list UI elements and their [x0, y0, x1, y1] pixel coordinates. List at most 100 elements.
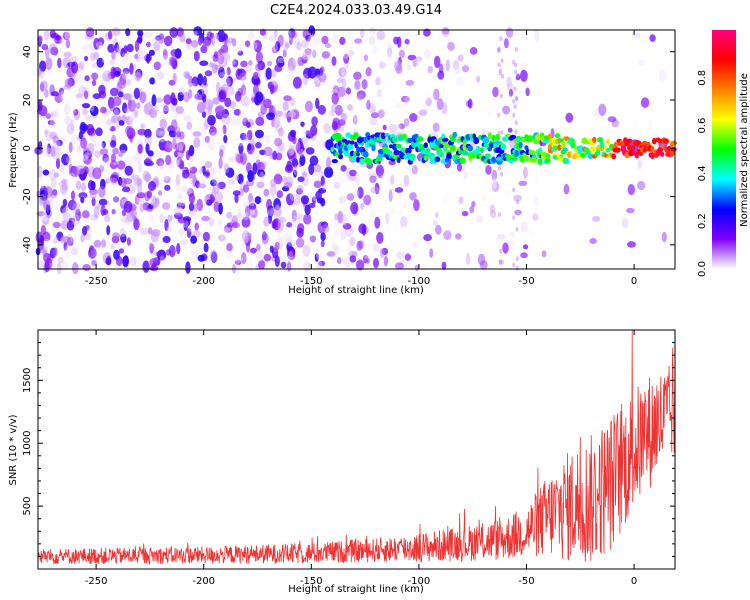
- spectrogram-noise-blob: [648, 119, 653, 131]
- spectrogram-noise-blob: [60, 183, 68, 195]
- spectrogram-noise-blob: [245, 241, 251, 253]
- spectrogram-noise-blob: [377, 88, 382, 98]
- y-tick-label: 1000: [22, 430, 33, 455]
- spectrogram-noise-blob: [86, 123, 95, 136]
- spectrogram-noise-blob: [276, 183, 284, 192]
- spectrogram-noise-blob: [518, 180, 528, 186]
- spectrogram-noise-blob: [67, 199, 77, 211]
- spectrogram-noise-blob: [135, 102, 141, 109]
- spectrogram-noise-blob: [302, 244, 311, 257]
- spectrogram-noise-blob: [48, 111, 58, 118]
- spectrogram-noise-blob: [110, 115, 120, 123]
- spectrogram-noise-blob: [300, 121, 305, 127]
- spectrogram-noise-blob: [324, 42, 332, 49]
- spectrogram-x-ticks: -250 -200 -150 -100 -50 0: [85, 30, 637, 287]
- snr-y-label: SNR (10 * v/v): [8, 414, 19, 485]
- spectrogram-noise-blob: [366, 99, 371, 110]
- spectrogram-noise-blob: [75, 241, 81, 249]
- spectrogram-signal-blob: [365, 141, 371, 148]
- spectrogram-noise-blob: [287, 151, 297, 162]
- x-tick-label: -150: [300, 576, 323, 587]
- spectrogram-noise-blob: [324, 166, 334, 178]
- spectrogram-noise-blob: [388, 189, 393, 202]
- spectrogram-signal-blob: [429, 157, 434, 164]
- spectrogram-noise-blob: [297, 223, 305, 234]
- spectrogram-noise-blob: [301, 171, 308, 178]
- spectrogram-noise-blob: [376, 41, 384, 52]
- spectrogram-noise-blob: [136, 192, 146, 199]
- spectrogram-noise-blob: [133, 71, 142, 82]
- spectrogram-noise-blob: [191, 76, 199, 87]
- spectrogram-noise-blob: [126, 43, 134, 53]
- spectrogram-noise-blob: [395, 262, 404, 270]
- spectrogram-noise-blob: [476, 215, 484, 224]
- spectrogram-noise-blob: [271, 220, 277, 229]
- spectrogram-noise-blob: [52, 179, 57, 187]
- spectrogram-noise-blob: [374, 182, 380, 195]
- spectrogram-noise-blob: [188, 202, 195, 212]
- spectrogram-signal-blob: [508, 159, 514, 164]
- spectrogram-noise-blob: [288, 65, 294, 77]
- spectrogram-noise-blob: [137, 128, 147, 136]
- spectrogram-noise-blob: [65, 177, 72, 190]
- spectrogram-noise-blob: [413, 199, 420, 212]
- spectrogram-noise-blob: [233, 180, 239, 187]
- spectrogram-noise-blob: [49, 169, 57, 182]
- spectrogram-signal-blob: [446, 152, 452, 159]
- spectrogram-noise-blob: [412, 58, 419, 67]
- spectrogram-noise-blob: [181, 185, 190, 193]
- spectrogram-noise-blob: [254, 91, 264, 103]
- spectrogram-noise-blob: [377, 172, 383, 179]
- spectrogram-noise-blob: [221, 76, 231, 87]
- spectrogram-noise-blob: [118, 151, 124, 157]
- x-tick-label: -100: [408, 276, 431, 287]
- spectrogram-noise-blob: [314, 253, 319, 262]
- spectrogram-noise-blob: [68, 163, 73, 176]
- spectrogram-noise-blob: [349, 255, 357, 263]
- spectrogram-noise-blob: [165, 154, 172, 166]
- spectrogram-noise-blob: [314, 163, 322, 173]
- spectrogram-noise-blob: [377, 122, 383, 129]
- spectrogram-noise-blob: [354, 173, 361, 186]
- spectrogram-noise-blob: [122, 67, 130, 75]
- spectrogram-noise-blob: [85, 225, 90, 231]
- spectrogram-noise-blob: [44, 261, 50, 273]
- spectrogram-noise-blob: [92, 141, 100, 148]
- spectrogram-noise-blob: [230, 237, 239, 246]
- spectrogram-noise-blob: [594, 108, 600, 120]
- spectrogram-noise-blob: [102, 56, 108, 64]
- spectrogram-signal-blob: [362, 151, 369, 158]
- spectrogram-signal-blob: [571, 138, 575, 146]
- spectrogram-noise-blob: [104, 214, 111, 223]
- spectrogram-noise-blob: [516, 73, 520, 78]
- spectrogram-noise-blob: [307, 35, 317, 47]
- spectrogram-noise-blob: [183, 91, 190, 103]
- spectrogram-noise-blob: [162, 235, 171, 244]
- spectrogram-noise-blob: [514, 47, 519, 52]
- spectrogram-signal-blob: [614, 147, 621, 153]
- spectrogram-noise-blob: [492, 181, 500, 192]
- spectrogram-signal-blob: [338, 153, 344, 160]
- spectrogram-noise-blob: [499, 248, 503, 254]
- spectrogram-noise-blob: [36, 211, 46, 217]
- spectrogram-noise-blob: [178, 143, 184, 155]
- spectrogram-signal-blob: [462, 144, 467, 151]
- spectrogram-noise-blob: [404, 226, 412, 238]
- spectrogram-noise-blob: [341, 77, 347, 90]
- spectrogram-noise-blob: [243, 133, 249, 142]
- spectrogram-noise-blob: [330, 109, 335, 117]
- spectrogram-noise-blob: [207, 102, 212, 115]
- spectrogram-noise-blob: [260, 195, 267, 207]
- spectrogram-noise-blob: [281, 176, 288, 183]
- spectrogram-noise-blob: [349, 236, 356, 247]
- spectrogram-noise-blob: [164, 142, 171, 150]
- spectrogram-noise-blob: [348, 250, 358, 258]
- spectrogram-noise-blob: [56, 262, 62, 275]
- spectrogram-noise-blob: [150, 218, 156, 229]
- spectrogram-noise-blob: [86, 199, 91, 206]
- spectrogram-noise-blob: [131, 136, 137, 147]
- spectrogram-signal-blob: [670, 147, 677, 152]
- spectrogram-noise-blob: [442, 27, 450, 35]
- spectrogram-signal-blob: [562, 147, 569, 153]
- spectrogram-noise-blob: [112, 232, 121, 240]
